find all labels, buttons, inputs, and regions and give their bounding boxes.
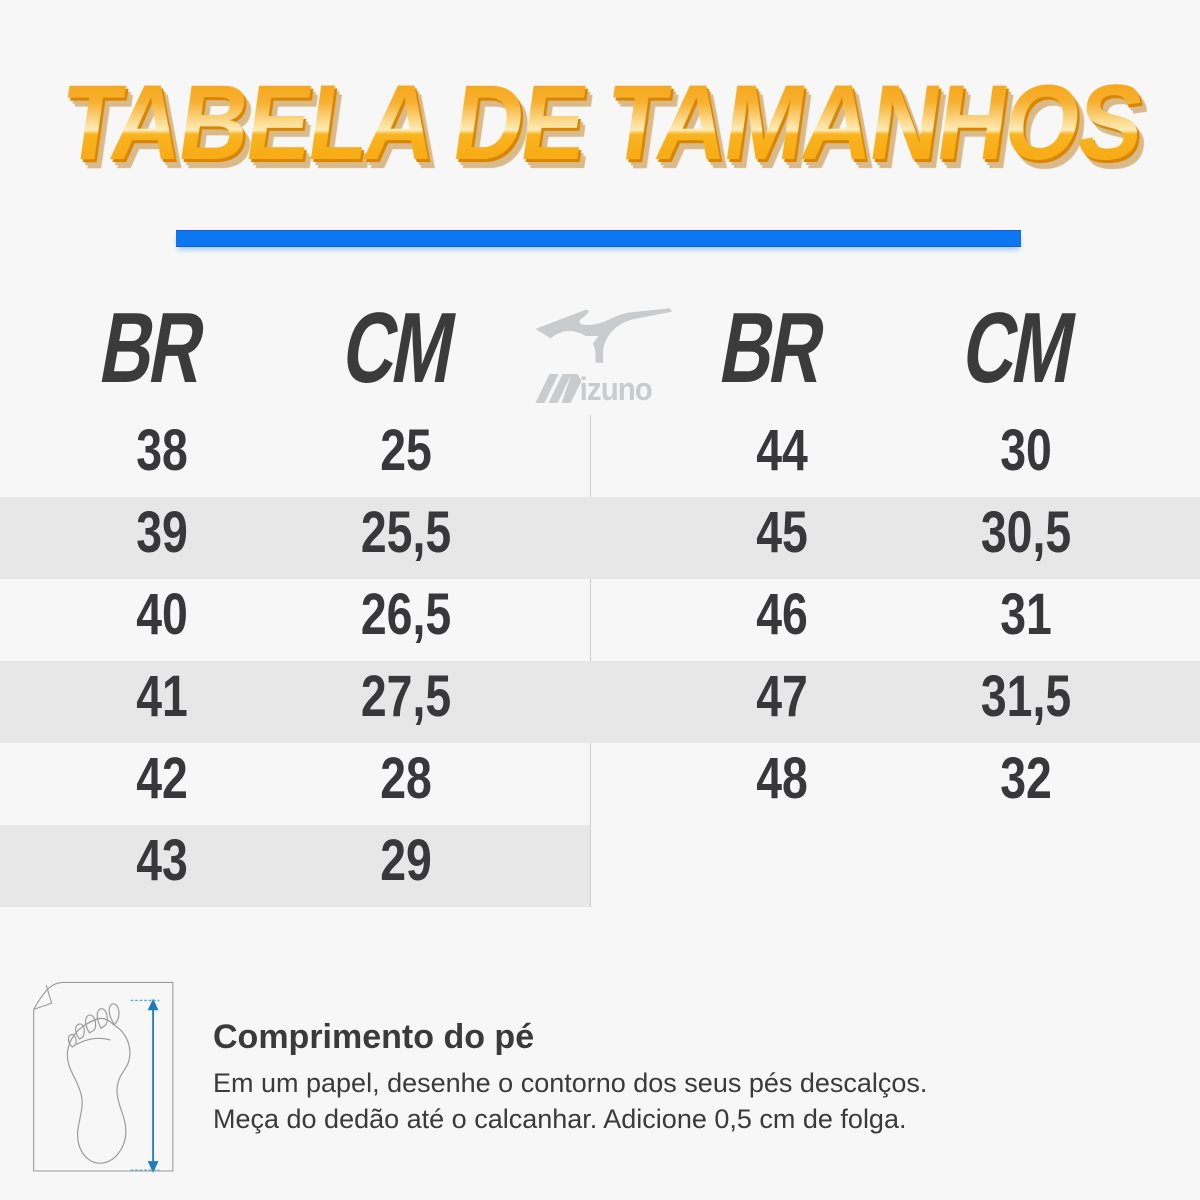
svg-text:izuno: izuno <box>580 371 652 403</box>
